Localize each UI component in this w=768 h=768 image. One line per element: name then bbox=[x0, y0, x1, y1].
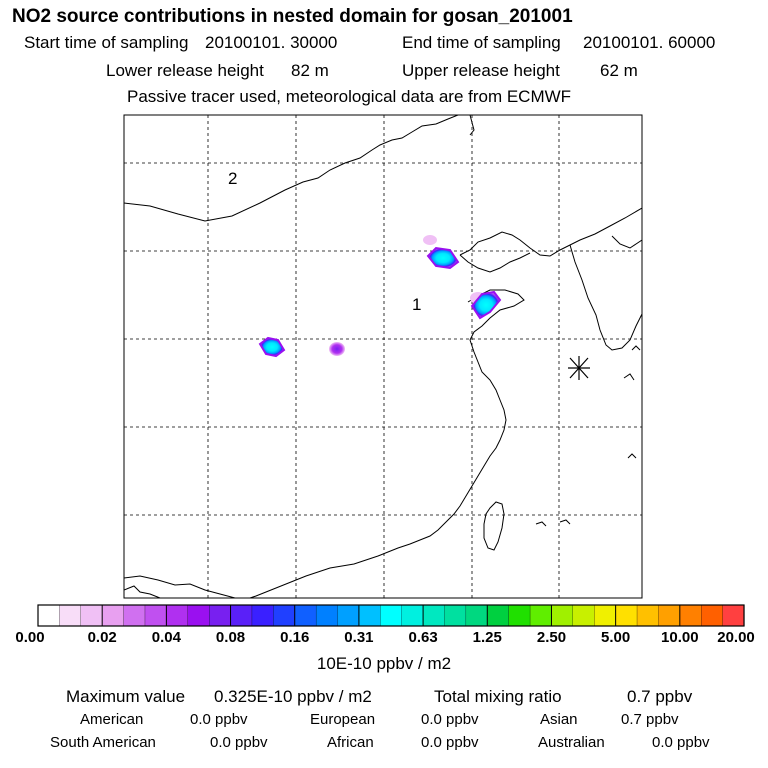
colorbar-swatch bbox=[59, 604, 82, 627]
colorbar-swatch bbox=[679, 604, 702, 627]
colorbar-swatch bbox=[444, 604, 467, 627]
asian-label: Asian bbox=[540, 711, 578, 728]
inland-plume-east bbox=[329, 342, 345, 356]
colorbar-tick-label: 0.02 bbox=[87, 629, 117, 646]
asian-value: 0.7 ppbv bbox=[621, 711, 679, 728]
colorbar-tick-label: 1.25 bbox=[472, 629, 502, 646]
african-value: 0.0 ppbv bbox=[421, 734, 479, 751]
colorbar bbox=[37, 604, 745, 627]
colorbar-swatch bbox=[37, 604, 60, 627]
region-label-1: 1 bbox=[412, 295, 421, 314]
colorbar-swatch bbox=[337, 604, 360, 627]
colorbar-swatch bbox=[572, 604, 595, 627]
colorbar-swatch bbox=[166, 604, 189, 627]
colorbar-swatch bbox=[80, 604, 103, 627]
south-american-label: South American bbox=[50, 734, 156, 751]
max-value: 0.325E-10 ppbv / m2 bbox=[214, 687, 372, 706]
lower-height-label: Lower release height bbox=[106, 61, 264, 80]
colorbar-swatch bbox=[529, 604, 552, 627]
colorbar-swatch bbox=[230, 604, 253, 627]
colorbar-swatch bbox=[208, 604, 232, 627]
colorbar-swatch bbox=[273, 604, 296, 627]
beijing-plume-halo bbox=[423, 235, 437, 245]
coastlines bbox=[124, 115, 642, 598]
european-value: 0.0 ppbv bbox=[421, 711, 479, 728]
colorbar-tick-label: 0.08 bbox=[215, 629, 246, 646]
region-label-2: 2 bbox=[228, 169, 237, 188]
colorbar-swatch bbox=[294, 604, 317, 627]
colorbar-swatch bbox=[551, 604, 574, 627]
colorbar-swatch bbox=[187, 604, 210, 627]
colorbar-tick-label: 0.16 bbox=[280, 629, 310, 646]
lower-height-value: 82 m bbox=[291, 61, 329, 80]
american-label: American bbox=[80, 711, 144, 728]
total-mixing-value: 0.7 ppbv bbox=[627, 687, 693, 706]
colorbar-swatch bbox=[487, 604, 510, 627]
end-time-label: End time of sampling bbox=[402, 33, 561, 52]
colorbar-frame bbox=[37, 604, 745, 627]
tracer-note: Passive tracer used, meteorological data… bbox=[127, 87, 572, 106]
total-mixing-label: Total mixing ratio bbox=[434, 687, 562, 706]
african-label: African bbox=[327, 734, 374, 751]
colorbar-tick-label: 0.04 bbox=[151, 629, 181, 646]
colorbar-swatch bbox=[465, 604, 488, 627]
colorbar-swatch bbox=[422, 604, 446, 627]
beijing-plume bbox=[426, 246, 460, 270]
colorbar-tick-label: 0.00 bbox=[15, 629, 45, 646]
south-american-value: 0.0 ppbv bbox=[210, 734, 268, 751]
australian-label: Australian bbox=[538, 734, 605, 751]
upper-height-value: 62 m bbox=[600, 61, 638, 80]
colorbar-tick-label: 2.50 bbox=[536, 629, 567, 646]
colorbar-tick-label: 20.00 bbox=[717, 629, 755, 646]
colorbar-swatch bbox=[123, 604, 146, 627]
australian-value: 0.0 ppbv bbox=[652, 734, 710, 751]
end-time-value: 20100101. 60000 bbox=[583, 33, 716, 52]
lat-lon-grid bbox=[124, 115, 642, 598]
colorbar-swatch bbox=[144, 604, 167, 627]
american-value: 0.0 ppbv bbox=[190, 711, 248, 728]
plumes bbox=[258, 235, 502, 358]
colorbar-swatch bbox=[508, 604, 531, 627]
map-frame bbox=[123, 114, 643, 599]
colorbar-swatch bbox=[701, 604, 724, 627]
start-time-label: Start time of sampling bbox=[24, 33, 189, 52]
start-time-value: 20100101. 30000 bbox=[205, 33, 338, 52]
colorbar-unit: 10E-10 ppbv / m2 bbox=[316, 654, 452, 673]
upper-height-label: Upper release height bbox=[402, 61, 560, 80]
colorbar-tick-label: 0.63 bbox=[408, 629, 438, 646]
shandong-plume bbox=[470, 290, 502, 320]
colorbar-tick-label: 5.00 bbox=[601, 629, 631, 646]
european-label: European bbox=[310, 711, 376, 728]
colorbar-swatch bbox=[401, 604, 424, 627]
colorbar-swatch bbox=[722, 604, 745, 627]
colorbar-swatch bbox=[594, 604, 617, 627]
inland-plume-west bbox=[258, 336, 286, 358]
colorbar-swatch bbox=[380, 604, 403, 627]
colorbar-swatch bbox=[315, 604, 339, 627]
colorbar-swatch bbox=[251, 604, 274, 627]
chart-title: NO2 source contributions in nested domai… bbox=[12, 6, 573, 27]
colorbar-swatch bbox=[102, 604, 125, 627]
max-value-label: Maximum value bbox=[66, 687, 186, 706]
colorbar-swatch bbox=[658, 604, 681, 627]
colorbar-swatch bbox=[615, 604, 638, 627]
colorbar-swatch bbox=[358, 604, 381, 627]
colorbar-tick-label: 0.31 bbox=[344, 629, 374, 646]
star-marker bbox=[568, 356, 590, 380]
colorbar-swatch bbox=[636, 604, 659, 627]
colorbar-tick-label: 10.00 bbox=[661, 629, 699, 646]
